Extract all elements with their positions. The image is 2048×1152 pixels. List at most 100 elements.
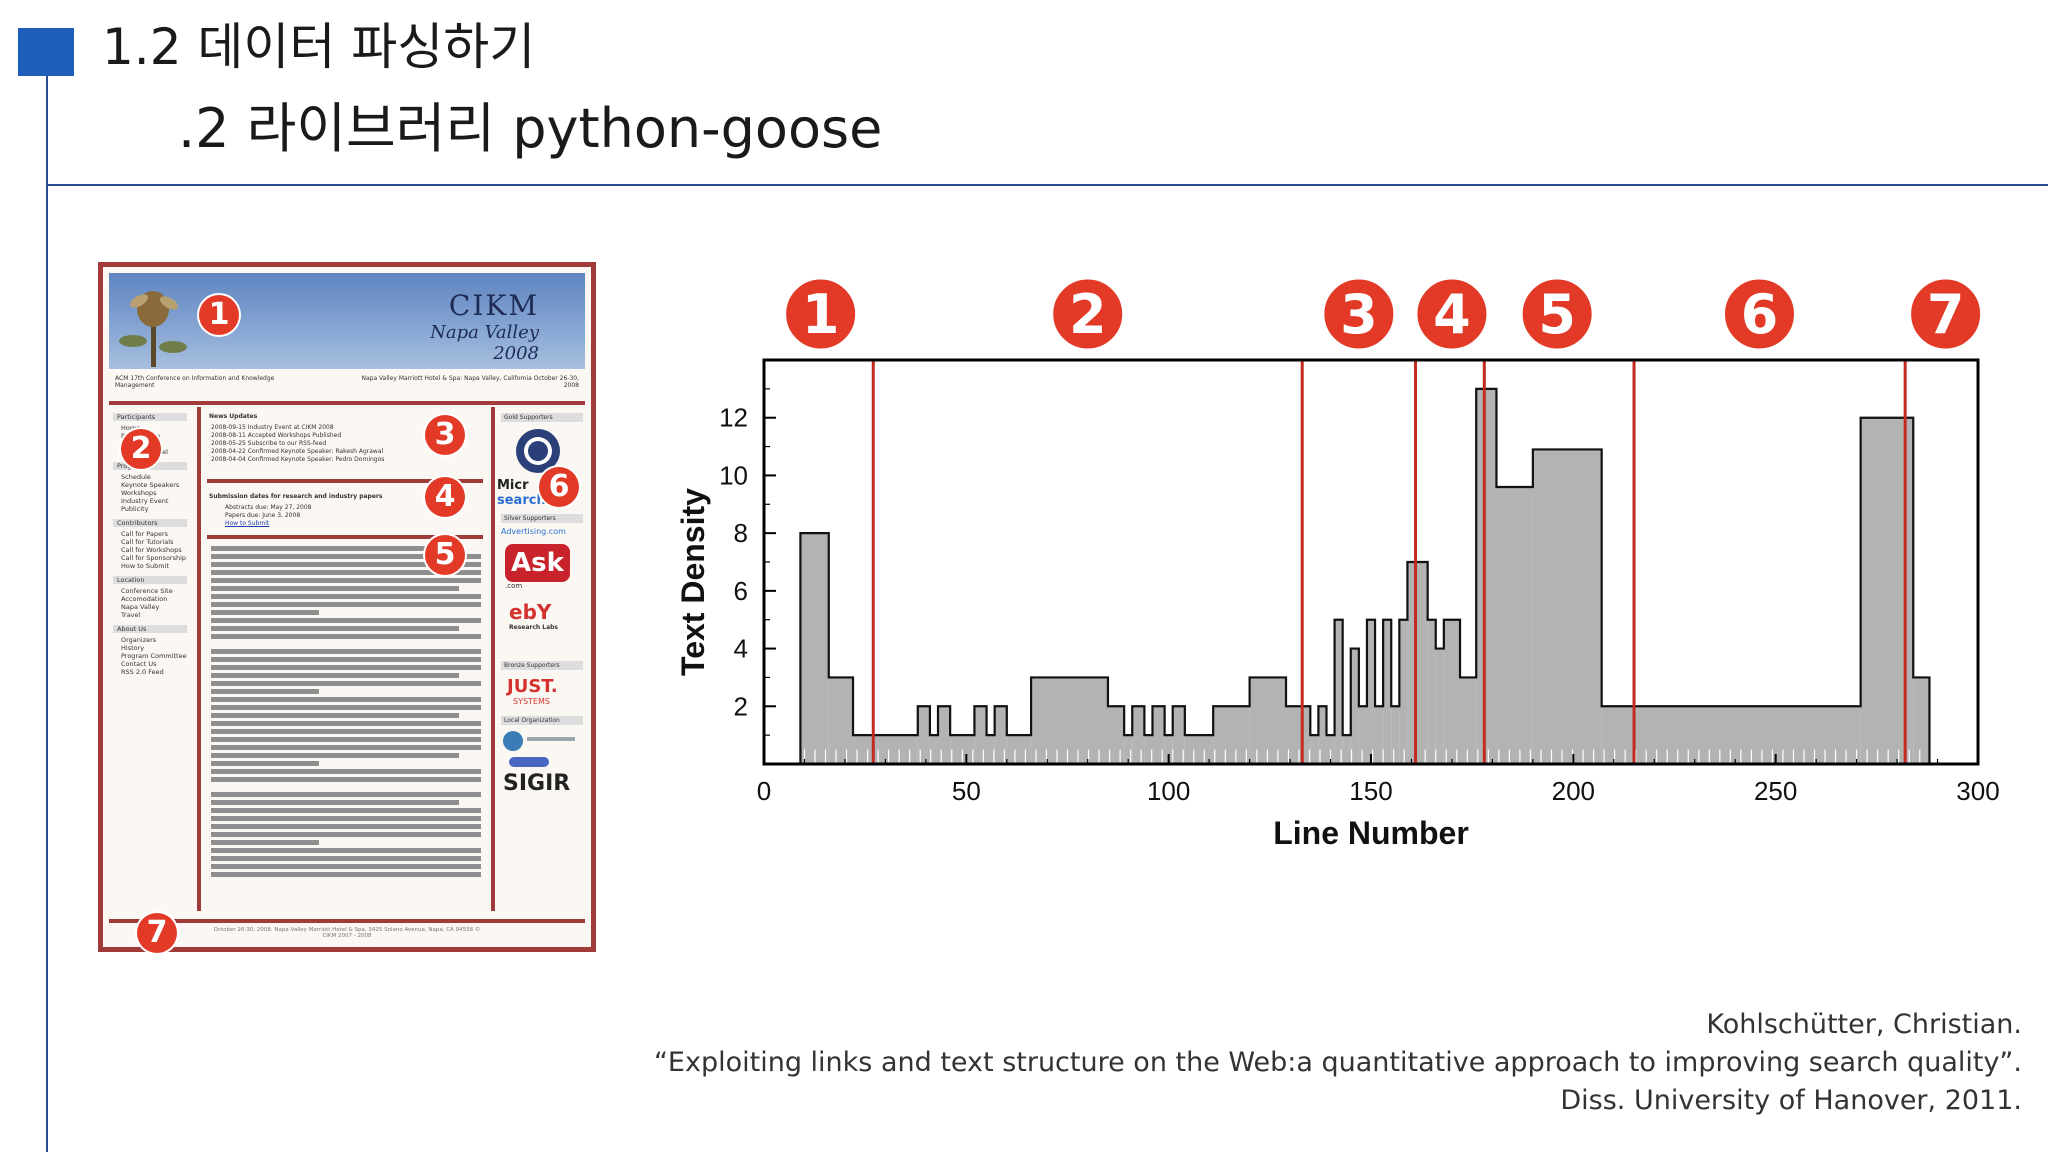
- webpage-sponsors-column: Gold Supporters Micr search Silver Suppo…: [491, 407, 587, 911]
- body-text-line: [211, 769, 481, 774]
- footer-text: October 26-30, 2008. Napa Valley Marriot…: [213, 927, 481, 939]
- news-item[interactable]: 2008-04-04 Confirmed Keynote Speaker: Pe…: [211, 456, 385, 463]
- body-text-line: [211, 824, 481, 829]
- chart-bar: [917, 706, 930, 764]
- left-nav-item[interactable]: About Us: [113, 625, 187, 633]
- chart-bar: [1132, 706, 1145, 764]
- ebay-research-labs-label: Research Labs: [509, 624, 558, 631]
- left-nav-item[interactable]: Call for Papers: [121, 530, 168, 538]
- left-nav-item[interactable]: Conference Site: [121, 587, 173, 595]
- chart-bar: [800, 533, 829, 764]
- webpage-left-nav: ParticipantsHomeRegistrationDatesStudent…: [109, 407, 201, 911]
- body-text-line: [211, 721, 481, 726]
- left-nav-item[interactable]: Industry Event: [121, 497, 169, 505]
- body-text-line: [211, 681, 481, 686]
- left-nav-item[interactable]: Accomodation: [121, 595, 168, 603]
- dates-item[interactable]: How to Submit: [225, 520, 270, 527]
- body-text-line: [211, 832, 481, 837]
- slide-subtitle: .2 라이브러리 python-goose: [178, 97, 883, 160]
- left-nav-item[interactable]: RSS 2.0 Feed: [121, 668, 164, 676]
- chart-bar: [1310, 735, 1319, 764]
- chart-bar: [828, 677, 854, 764]
- left-nav-item[interactable]: Organizers: [121, 636, 157, 644]
- left-nav-item[interactable]: Program Committee: [121, 652, 187, 660]
- body-text-line: [211, 665, 481, 670]
- chart-bar: [1532, 449, 1602, 764]
- chart-bar: [1318, 706, 1327, 764]
- acm-seal-icon: [516, 429, 560, 473]
- left-nav-item[interactable]: Call for Sponsorship: [121, 554, 187, 562]
- body-text-line: [211, 554, 481, 559]
- left-nav-item[interactable]: Contact Us: [121, 660, 157, 668]
- body-text-line: [211, 816, 481, 821]
- body-text-line: [211, 800, 460, 805]
- body-text-line: [211, 602, 481, 607]
- left-nav-item[interactable]: Workshops: [121, 489, 157, 497]
- left-nav-item[interactable]: Publicity: [121, 505, 149, 513]
- body-text-line: [211, 594, 481, 599]
- news-item[interactable]: 2008-08-11 Accepted Workshops Published: [211, 432, 342, 439]
- left-nav-item[interactable]: Contributors: [113, 519, 187, 527]
- left-nav-item[interactable]: How to Submit: [121, 562, 169, 570]
- chart-bar: [1476, 388, 1497, 764]
- advertising-logo: Advertising.com: [501, 527, 566, 536]
- news-updates-box: News Updates 2008-09-15 Industry Event a…: [207, 407, 483, 483]
- body-text-line: [211, 562, 481, 567]
- chart-badge-circle: [1721, 276, 1797, 352]
- chart-badge-6: 6: [1721, 276, 1797, 352]
- sponsor-section-silver: Silver Supporters: [501, 514, 583, 523]
- left-nav-item[interactable]: Travel: [121, 611, 141, 619]
- left-nav-item[interactable]: Napa Valley: [121, 603, 160, 611]
- webpage-body-text: [211, 543, 481, 880]
- sponsor-section-local: Local Organization: [501, 716, 583, 725]
- chart-badge-number: 5: [1538, 283, 1576, 346]
- left-nav-item[interactable]: Schedule: [121, 473, 151, 481]
- body-text-line: [211, 657, 481, 662]
- y-tick-label: 2: [734, 691, 748, 721]
- cikm-logo: CIKM Napa Valley 2008: [430, 289, 539, 364]
- body-text-line: [211, 570, 481, 575]
- x-tick-label: 150: [1349, 776, 1392, 806]
- chart-badge-number: 7: [1927, 283, 1965, 346]
- chart-bar: [1172, 706, 1185, 764]
- chart-badge-2: 2: [1050, 276, 1126, 352]
- submission-dates-box: Submission dates for research and indust…: [207, 487, 483, 539]
- chart-badge-circle: [1321, 276, 1397, 352]
- left-nav-item[interactable]: Home: [121, 424, 141, 432]
- left-nav-item[interactable]: History: [121, 644, 145, 652]
- sponsor-section-bronze: Bronze Supporters: [501, 661, 583, 670]
- x-tick-label: 300: [1956, 776, 1999, 806]
- chart-bar: [1164, 735, 1173, 764]
- body-text-line: [211, 856, 481, 861]
- microsoft-logo: Micr: [497, 478, 529, 493]
- chart-bar: [1031, 677, 1108, 764]
- body-text-line: [211, 864, 481, 869]
- chart-bar: [1435, 648, 1444, 764]
- body-text-line: [211, 610, 319, 615]
- body-text-line: [211, 626, 460, 631]
- chart-series-outline: [799, 387, 1931, 764]
- chart-badge-circle: [1908, 276, 1984, 352]
- acm-organization-icon: [503, 731, 575, 767]
- left-nav-item[interactable]: Location: [113, 576, 187, 584]
- webpage-badge-4: 4: [425, 477, 465, 517]
- news-title: News Updates: [209, 413, 258, 420]
- left-nav-item[interactable]: Keynote Speakers: [121, 481, 180, 489]
- body-text-line: [211, 649, 481, 654]
- body-text-line: [211, 872, 481, 877]
- left-nav-item[interactable]: Call for Workshops: [121, 546, 182, 554]
- chart-bar: [1350, 648, 1359, 764]
- chart-bar: [1460, 677, 1477, 764]
- chart-bar: [1375, 706, 1384, 764]
- body-text-line: [211, 729, 481, 734]
- chart-bar: [1006, 735, 1032, 764]
- y-tick-label: 8: [734, 518, 748, 548]
- news-item[interactable]: 2008-05-25 Subscribe to our RSS-feed: [211, 440, 327, 447]
- news-item[interactable]: 2008-09-15 Industry Event at CIKM 2008: [211, 424, 334, 431]
- left-nav-item[interactable]: Participants: [113, 413, 187, 421]
- ask-logo-suffix: .com: [505, 582, 523, 590]
- left-nav-item[interactable]: Call for Tutorials: [121, 538, 174, 546]
- news-item[interactable]: 2008-04-22 Confirmed Keynote Speaker: Ra…: [211, 448, 384, 455]
- chart-badge-3: 3: [1321, 276, 1397, 352]
- dates-item: Abstracts due: May 27, 2008: [225, 504, 312, 511]
